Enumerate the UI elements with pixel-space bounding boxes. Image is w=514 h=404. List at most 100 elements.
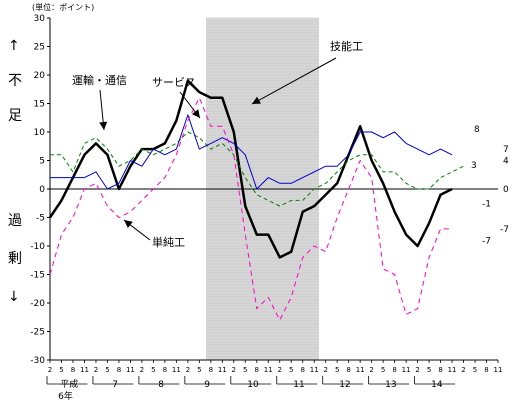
- x-tick-label: 2: [186, 366, 190, 374]
- x-tick-label: 11: [494, 366, 503, 374]
- end-value-label: 4: [503, 157, 509, 167]
- series-line-0: [48, 79, 453, 259]
- x-tick-label: 2: [461, 366, 465, 374]
- x-tick-label: 2: [415, 366, 419, 374]
- y-tick-label: -10: [30, 242, 45, 252]
- y-tick-label: 10: [34, 128, 46, 138]
- year-label: 9: [204, 380, 210, 390]
- x-tick-label: 8: [346, 366, 350, 374]
- end-value-label: 8: [474, 125, 480, 135]
- y-label-char: 剰: [8, 251, 22, 267]
- year-label: 14: [431, 380, 443, 390]
- x-tick-label: 2: [94, 366, 98, 374]
- x-tick-label: 8: [484, 366, 488, 374]
- x-tick-label: 8: [117, 366, 121, 374]
- x-tick-label: 8: [163, 366, 167, 374]
- end-value-label: -7: [482, 236, 491, 246]
- x-tick-label: 11: [264, 366, 273, 374]
- x-tick-label: 5: [289, 366, 293, 374]
- x-tick-label: 5: [105, 366, 109, 374]
- end-value-label: -7: [500, 225, 509, 235]
- year-label: 平成: [60, 378, 78, 390]
- y-tick-label: -5: [36, 214, 45, 224]
- x-tick-label: 2: [48, 366, 52, 374]
- end-value-label: 7: [503, 145, 509, 155]
- y-tick-label: 30: [34, 14, 46, 24]
- y-tick-label: 5: [39, 157, 45, 167]
- end-value-label: -1: [482, 199, 491, 209]
- year-label: 12: [339, 380, 350, 390]
- x-tick-label: 8: [209, 366, 213, 374]
- annotation-arrow-head: [191, 109, 200, 118]
- x-tick-label: 5: [59, 366, 63, 374]
- annotation-label: 運輸・通信: [72, 73, 127, 87]
- series-lines: [48, 79, 464, 321]
- x-tick-label: 2: [323, 366, 327, 374]
- y-tick-label: -15: [30, 271, 45, 281]
- x-tick-label: 5: [427, 366, 431, 374]
- unit-label: (単位：ポイント): [32, 2, 94, 12]
- end-labels: 7 8 4 3 0 -1 -7 -7: [471, 125, 509, 246]
- x-tick-label: 8: [300, 366, 304, 374]
- annotation-arrow-head: [99, 121, 108, 130]
- end-value-label: 0: [503, 185, 509, 195]
- year-label: 7: [112, 380, 118, 390]
- x-tick-label: 2: [140, 366, 144, 374]
- y-label-char: 足: [8, 108, 22, 124]
- year-label: 10: [247, 380, 259, 390]
- end-value-label: 3: [471, 161, 477, 171]
- x-tick-label: 2: [278, 366, 282, 374]
- y-tick-label: 20: [34, 71, 46, 81]
- x-tick-label: 11: [80, 366, 89, 374]
- y-tick-label: -30: [30, 356, 45, 366]
- year-label: 11: [293, 380, 304, 390]
- x-tick-label: 11: [172, 366, 181, 374]
- x-tick-label: 11: [218, 366, 227, 374]
- series-line-1: [50, 131, 464, 207]
- y-label-char: 不: [8, 73, 22, 89]
- x-tick-label: 5: [197, 366, 201, 374]
- annotation-label: 単純工: [152, 235, 185, 249]
- x-tick-label: 5: [151, 366, 155, 374]
- y-axis-label-surplus: 過剰 ↓: [8, 213, 22, 305]
- x-tick-label: 8: [438, 366, 442, 374]
- x-tick-label: 11: [356, 366, 365, 374]
- x-tick-label: 5: [473, 366, 477, 374]
- year-labels: 平成 7 8 9 10 11 12 13 14 6年: [46, 376, 456, 402]
- x-tick-label: 11: [126, 366, 135, 374]
- x-tick-label: 5: [243, 366, 247, 374]
- x-tick-label: 5: [381, 366, 385, 374]
- first-year-sub-label: 6年: [58, 390, 73, 402]
- y-tick-label: -20: [30, 299, 45, 309]
- y-label-char: ↓: [8, 289, 20, 305]
- series-line-3: [49, 97, 453, 321]
- x-tick-label: 2: [232, 366, 236, 374]
- y-tick-label: 15: [34, 100, 45, 110]
- y-axis-label-shortage: ↑ 不足: [8, 38, 22, 124]
- x-tick-label: 8: [71, 366, 75, 374]
- x-tick-label: 8: [255, 366, 259, 374]
- y-tick-labels: 30 25 20 15 10 5 0 -5 -10 -15 -20 -25 -30: [30, 14, 50, 366]
- annotation-arrow-line: [251, 57, 337, 105]
- annotation-arrow-head: [124, 220, 133, 229]
- x-tick-label: 11: [448, 366, 457, 374]
- x-tick-label: 11: [402, 366, 411, 374]
- year-label: 13: [385, 380, 396, 390]
- year-label: 8: [158, 380, 164, 390]
- y-label-char: 過: [8, 213, 22, 229]
- x-tick-label: 2: [369, 366, 373, 374]
- x-tick-labels: 2 5 8 11 2 5 8 11 2 5 8 11 2 5 8 11 2 5 8 11 2 5 8 11 2 5 8 11 2 5 8 11…: [48, 360, 503, 374]
- y-tick-label: 25: [34, 43, 45, 53]
- annotation-label: サービス: [152, 76, 196, 89]
- x-tick-label: 8: [392, 366, 396, 374]
- y-tick-label: 0: [39, 185, 45, 195]
- x-tick-label: 5: [335, 366, 339, 374]
- annotation-label: 技能工: [330, 39, 363, 53]
- y-label-char: ↑: [8, 38, 20, 54]
- series-line-2: [50, 114, 453, 190]
- y-tick-label: -25: [30, 328, 45, 338]
- x-tick-label: 11: [310, 366, 319, 374]
- annotation-arrow-head: [252, 96, 261, 104]
